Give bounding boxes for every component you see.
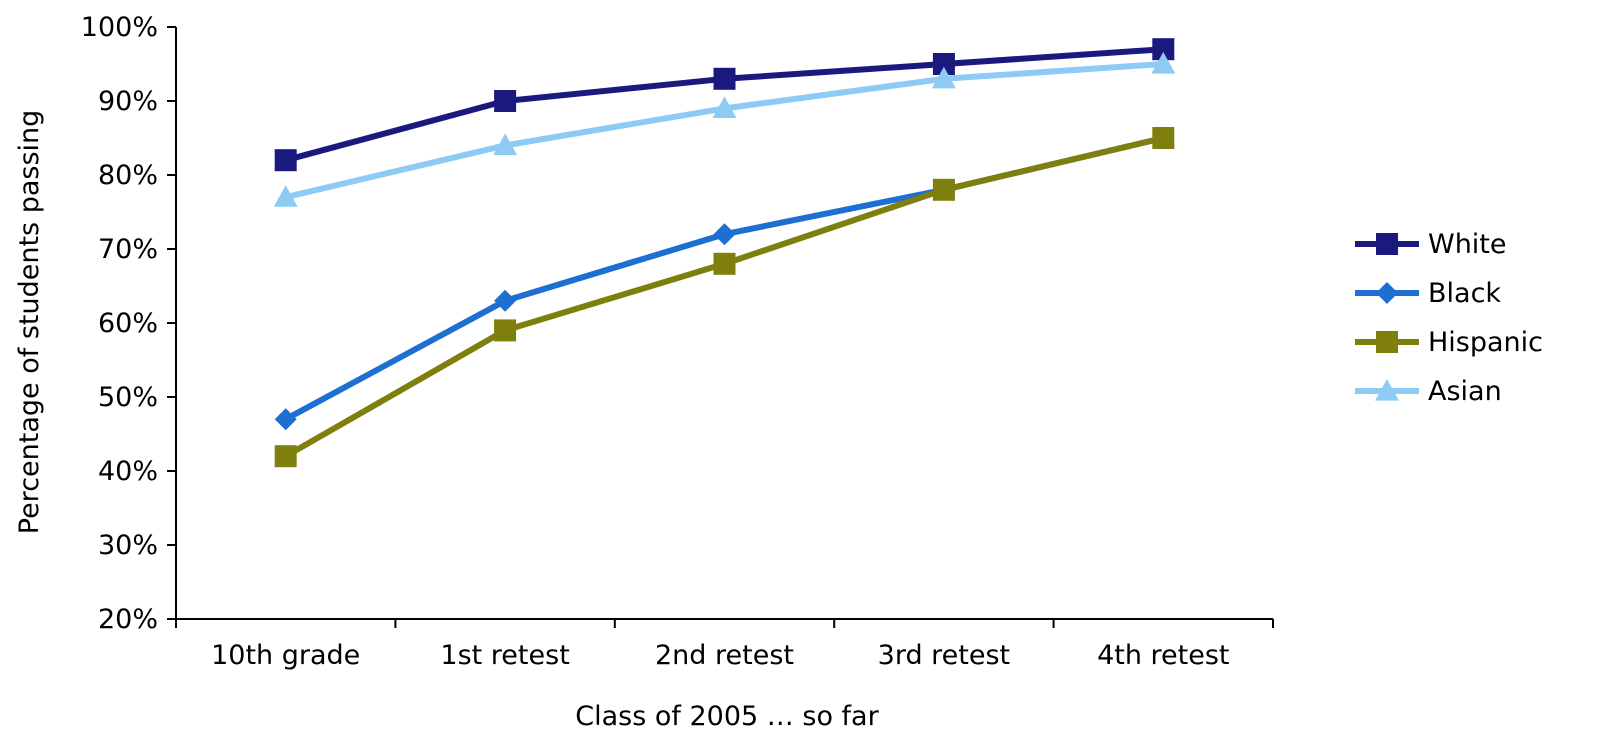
legend-item-hispanic: Hispanic: [1355, 327, 1543, 358]
axes: [167, 26, 1274, 628]
x-tick-label: 3rd retest: [878, 640, 1011, 671]
legend-item-asian: Asian: [1355, 376, 1502, 407]
series-asian: [273, 52, 1176, 207]
legend-label: White: [1428, 229, 1507, 260]
x-tick-label: 4th retest: [1097, 640, 1229, 671]
x-tick-label: 1st retest: [440, 640, 569, 671]
data-point-hispanic: [274, 445, 297, 468]
y-tick-label: 70%: [98, 234, 158, 265]
y-axis-title: Percentage of students passing: [14, 110, 45, 535]
y-tick-label: 50%: [98, 382, 158, 413]
x-tick-label: 10th grade: [211, 640, 360, 671]
series-lines: [273, 38, 1176, 468]
data-point-asian: [493, 133, 518, 155]
legend-swatch-marker: [1375, 379, 1399, 401]
data-point-black: [713, 223, 736, 246]
series-white: [274, 38, 1175, 172]
y-tick-label: 100%: [81, 12, 158, 43]
y-axis-tick-labels: 20% 30% 40% 50% 60% 70% 80% 90% 100%: [81, 12, 158, 635]
legend-label: Black: [1428, 278, 1501, 309]
data-point-hispanic: [1152, 127, 1175, 149]
data-point-white: [494, 90, 517, 112]
data-point-hispanic: [932, 178, 955, 201]
x-tick-label: 2nd retest: [655, 640, 794, 671]
data-point-asian: [931, 66, 956, 89]
y-tick-label: 40%: [98, 456, 158, 487]
data-point-black: [494, 289, 517, 312]
y-tick-label: 60%: [98, 308, 158, 339]
legend-item-white: White: [1355, 229, 1507, 260]
legend-swatch-marker: [1376, 282, 1398, 304]
legend: White Black Hispanic Asian: [1355, 229, 1543, 407]
legend-swatch-marker: [1376, 233, 1398, 255]
data-point-hispanic: [713, 252, 736, 275]
data-point-asian: [712, 96, 737, 118]
series-line-hispanic: [284, 135, 1164, 459]
data-point-white: [274, 149, 297, 172]
data-point-hispanic: [494, 319, 517, 342]
data-point-asian: [1151, 52, 1176, 74]
data-point-asian: [273, 185, 298, 207]
data-point-white: [713, 67, 736, 90]
data-point-white: [932, 53, 955, 75]
y-tick-label: 80%: [98, 160, 158, 191]
legend-item-black: Black: [1355, 278, 1501, 309]
legend-label: Asian: [1428, 376, 1502, 407]
series-hispanic: [274, 127, 1175, 468]
series-line-black: [284, 135, 1164, 422]
x-axis-title: Class of 2005 … so far: [575, 701, 879, 732]
legend-label: Hispanic: [1428, 327, 1543, 358]
legend-swatch-marker: [1376, 331, 1398, 353]
data-point-white: [1152, 38, 1175, 61]
y-tick-label: 20%: [98, 604, 158, 635]
data-point-black: [274, 408, 297, 431]
y-tick-label: 30%: [98, 530, 158, 561]
x-axis-tick-labels: 10th grade 1st retest 2nd retest 3rd retest…: [211, 640, 1229, 671]
y-tick-label: 90%: [98, 86, 158, 117]
